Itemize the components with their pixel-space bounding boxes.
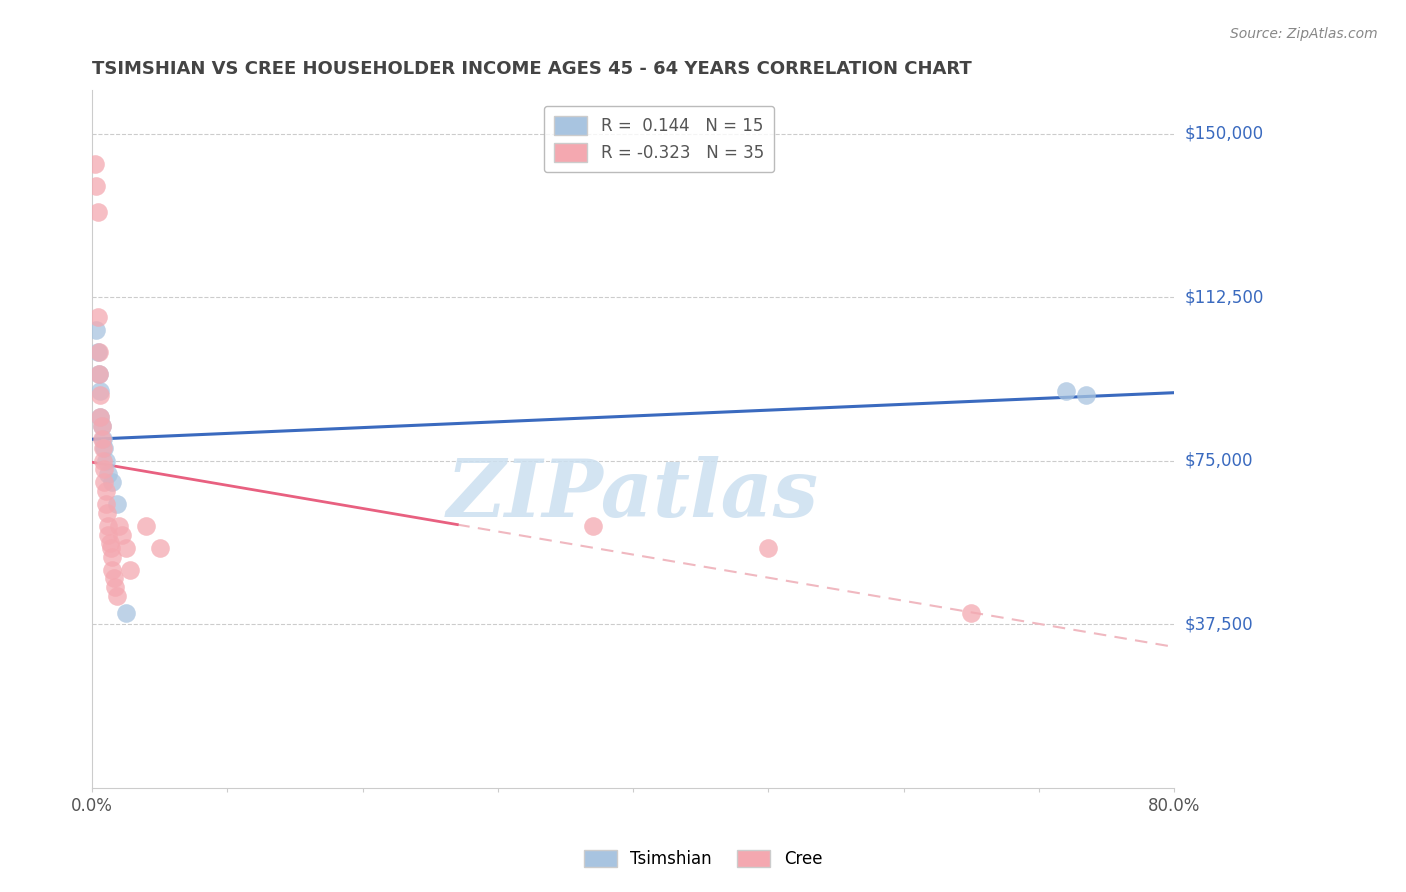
Point	[1054, 384, 1077, 398]
Point	[94, 497, 117, 511]
Point	[93, 441, 115, 455]
Text: Source: ZipAtlas.com: Source: ZipAtlas.com	[1230, 27, 1378, 41]
Point	[135, 519, 157, 533]
Text: ZIPatlas: ZIPatlas	[447, 456, 820, 533]
Point	[118, 563, 141, 577]
Point	[97, 467, 120, 481]
Point	[105, 497, 128, 511]
Point	[104, 580, 127, 594]
Point	[83, 157, 105, 171]
Legend: Tsimshian, Cree: Tsimshian, Cree	[576, 843, 830, 875]
Point	[108, 519, 131, 533]
Point	[86, 310, 108, 324]
Point	[115, 606, 138, 620]
Point	[111, 528, 134, 542]
Point	[115, 541, 138, 555]
Point	[98, 536, 121, 550]
Text: $37,500: $37,500	[1185, 615, 1254, 633]
Point	[90, 418, 112, 433]
Point	[94, 484, 117, 499]
Text: $150,000: $150,000	[1185, 125, 1264, 143]
Point	[1074, 388, 1097, 402]
Text: $112,500: $112,500	[1185, 288, 1264, 306]
Point	[86, 205, 108, 219]
Point	[93, 462, 115, 476]
Text: TSIMSHIAN VS CREE HOUSEHOLDER INCOME AGES 45 - 64 YEARS CORRELATION CHART: TSIMSHIAN VS CREE HOUSEHOLDER INCOME AGE…	[93, 60, 972, 78]
Point	[960, 606, 983, 620]
Point	[91, 432, 114, 446]
Point	[149, 541, 172, 555]
Point	[94, 453, 117, 467]
Point	[89, 410, 111, 425]
Point	[87, 344, 110, 359]
Point	[84, 323, 107, 337]
Text: $75,000: $75,000	[1185, 451, 1254, 470]
Point	[101, 475, 124, 490]
Point	[97, 528, 120, 542]
Legend: R =  0.144   N = 15, R = -0.323   N = 35: R = 0.144 N = 15, R = -0.323 N = 35	[544, 105, 773, 172]
Point	[87, 367, 110, 381]
Point	[96, 506, 118, 520]
Point	[86, 344, 108, 359]
Point	[89, 384, 111, 398]
Point	[101, 549, 124, 564]
Point	[101, 563, 124, 577]
Point	[93, 475, 115, 490]
Point	[91, 441, 114, 455]
Point	[89, 410, 111, 425]
Point	[87, 367, 110, 381]
Point	[84, 179, 107, 194]
Point	[756, 541, 779, 555]
Point	[581, 519, 603, 533]
Point	[89, 388, 111, 402]
Point	[105, 589, 128, 603]
Point	[103, 571, 125, 585]
Point	[90, 418, 112, 433]
Point	[100, 541, 122, 555]
Point	[97, 519, 120, 533]
Point	[90, 432, 112, 446]
Point	[91, 453, 114, 467]
